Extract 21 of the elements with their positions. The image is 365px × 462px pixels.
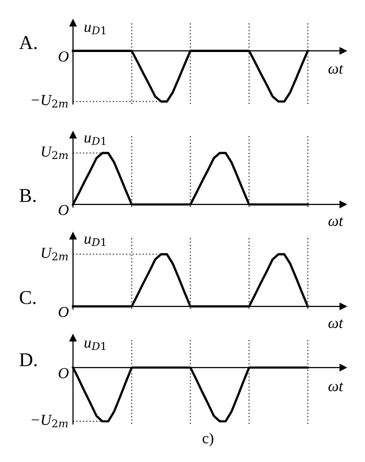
- chart-title: D.: [20, 353, 37, 366]
- text: O: [58, 204, 69, 216]
- text: c): [202, 432, 214, 446]
- x-axis-title: ωt: [328, 64, 344, 74]
- y-axis-title: u$_{D1}$: [84, 340, 106, 350]
- y-axis-title: u$_{D1}$: [84, 136, 106, 145]
- text: −U$_{2m}$: [32, 414, 68, 428]
- text: C.: [20, 291, 36, 304]
- chart-title: A.: [19, 36, 37, 50]
- y-axis-title: u$_{D1}$: [84, 236, 106, 246]
- text: U$_{2m}$: [42, 146, 68, 159]
- text: O: [58, 368, 69, 378]
- x-axis-title: ωt: [328, 217, 344, 226]
- text: O: [58, 306, 69, 318]
- text: U$_{2m}$: [42, 248, 68, 260]
- y-axis-title: u$_{D1}$: [84, 24, 106, 34]
- x-axis-title: ωt: [328, 382, 344, 392]
- text: −U$_{2m}$: [32, 95, 68, 108]
- x-axis-title: ωt: [328, 319, 344, 328]
- text: O: [58, 51, 69, 62]
- text: B.: [20, 189, 36, 202]
